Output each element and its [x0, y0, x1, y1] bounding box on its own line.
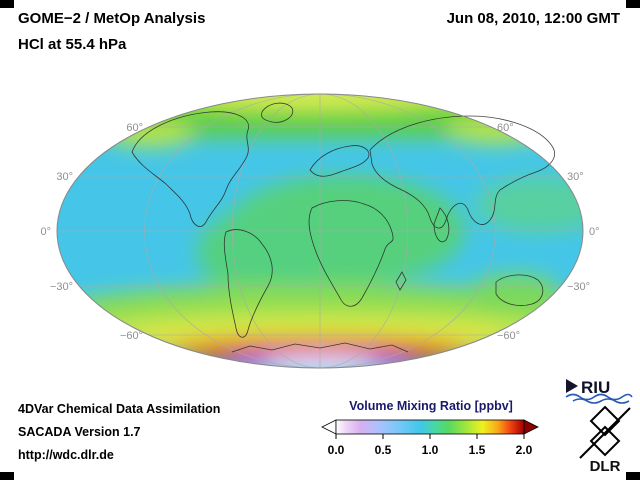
colorbar-gradient: [335, 419, 525, 435]
tick-1.0: 1.0: [422, 443, 439, 457]
lat-label-right-30n: 30°: [567, 171, 584, 183]
colorbar-tick-labels: 0.0 0.5 1.0 1.5 2.0: [328, 443, 533, 457]
colorbar-left-arrow: [321, 419, 337, 435]
colorbar: 0.0 0.5 1.0 1.5 2.0: [321, 419, 539, 457]
plot-timestamp: Jun 08, 2010, 12:00 GMT: [446, 10, 620, 27]
tick-1.5: 1.5: [469, 443, 486, 457]
map-border: [56, 93, 584, 369]
colorbar-right-arrow: [523, 419, 539, 435]
tick-0.0: 0.0: [328, 443, 345, 457]
footer-assimilation: 4DVar Chemical Data Assimilation: [18, 402, 221, 416]
coastlines: [131, 102, 555, 353]
riu-triangle-icon: [566, 379, 578, 393]
corner-mark-bottom-left: [0, 472, 14, 480]
lat-label-right-60n: 60°: [497, 122, 514, 134]
colorbar-title: Volume Mixing Ratio [ppbv]: [349, 399, 513, 413]
plot-subtitle: HCl at 55.4 hPa: [18, 36, 127, 53]
tick-2.0: 2.0: [516, 443, 533, 457]
lat-label-left-60n: 60°: [126, 122, 143, 134]
corner-mark-top-right: [626, 0, 640, 8]
lat-label-left-60s: −60°: [120, 330, 143, 342]
lat-label-left-30n: 30°: [56, 171, 73, 183]
lat-label-left-0: 0°: [40, 226, 51, 238]
corner-mark-top-left: [0, 0, 14, 8]
corner-mark-bottom-right: [626, 472, 640, 480]
lat-label-right-60s: −60°: [497, 330, 520, 342]
dlr-logo: DLR: [579, 405, 631, 474]
footer-url: http://wdc.dlr.de: [18, 448, 114, 462]
colorbar-tick-marks: [335, 434, 525, 439]
footer-version: SACADA Version 1.7: [18, 425, 141, 439]
plot-title: GOME−2 / MetOp Analysis: [18, 10, 206, 27]
riu-logo: RIU: [565, 378, 633, 404]
dlr-logo-text: DLR: [590, 458, 621, 474]
lat-label-right-0: 0°: [589, 226, 600, 238]
lat-label-left-30s: −30°: [50, 281, 73, 293]
tick-0.5: 0.5: [375, 443, 392, 457]
riu-waves-icon: [565, 393, 633, 404]
dlr-emblem-icon: [579, 405, 631, 459]
lat-label-right-30s: −30°: [567, 281, 590, 293]
mixing-ratio-field: [57, 94, 583, 368]
riu-logo-text: RIU: [581, 378, 610, 397]
latitude-labels: 60° 30° 0° −30° −60° 60° 30° 0° −30° −60…: [40, 122, 599, 342]
